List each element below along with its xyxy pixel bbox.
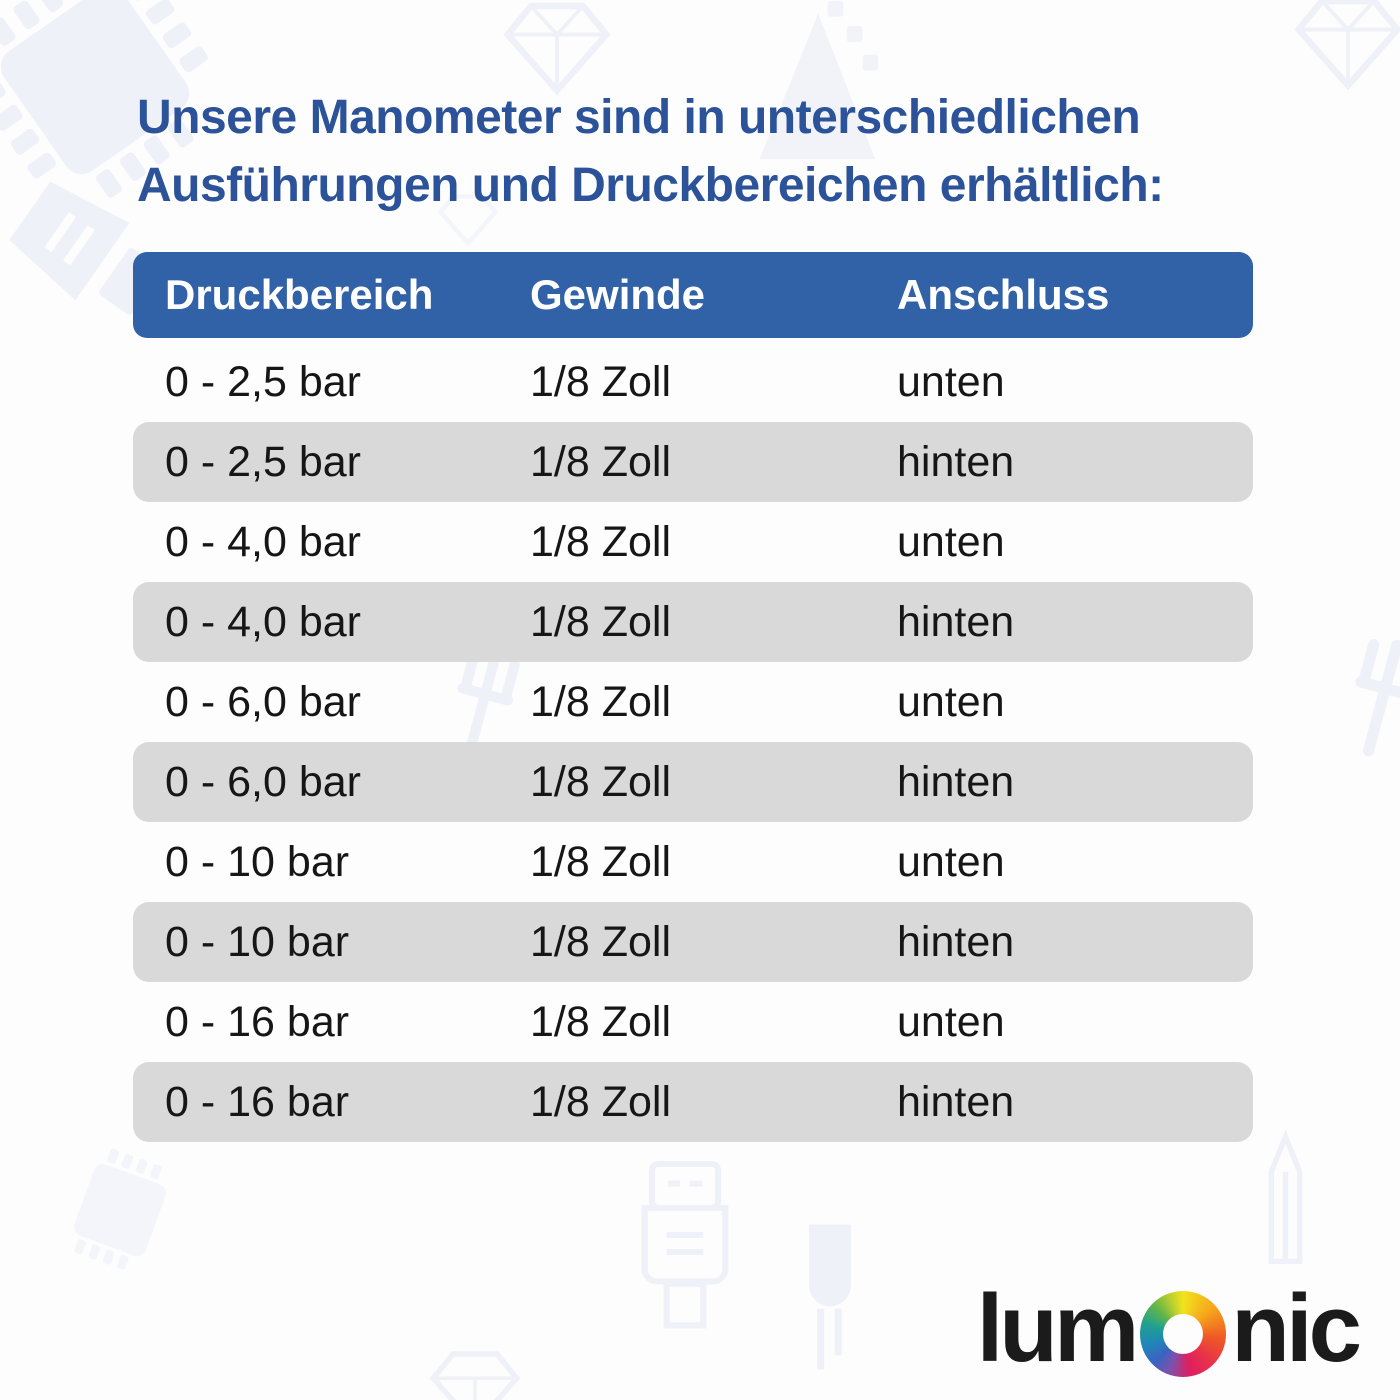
table-cell: 1/8 Zoll <box>530 997 672 1046</box>
table-cell: 1/8 Zoll <box>530 357 672 406</box>
table-cell: 1/8 Zoll <box>530 597 672 646</box>
table-row: 0 - 4,0 bar 1/8 Zoll hinten <box>133 582 1253 662</box>
table-row: 0 - 10 bar 1/8 Zoll unten <box>133 822 1253 902</box>
logo-rainbow-o-icon <box>1140 1291 1227 1377</box>
table-row: 0 - 16 bar 1/8 Zoll unten <box>133 982 1253 1062</box>
table-cell: 0 - 4,0 bar <box>165 517 361 566</box>
wrench-icon <box>1299 614 1400 785</box>
table-cell: hinten <box>897 1077 1015 1126</box>
table-cell: 1/8 Zoll <box>530 917 672 966</box>
table-row: 0 - 2,5 bar 1/8 Zoll hinten <box>133 422 1253 502</box>
page-title-line1: Unsere Manometer sind in unterschiedlich… <box>137 91 1141 144</box>
spec-table: Druckbereich Gewinde Anschluss 0 - 2,5 b… <box>133 252 1253 1142</box>
table-cell: 0 - 16 bar <box>165 997 350 1046</box>
table-cell: 1/8 Zoll <box>530 437 672 486</box>
table-cell: unten <box>897 517 1005 566</box>
table-cell: unten <box>897 677 1005 726</box>
table-cell: 0 - 10 bar <box>165 837 350 886</box>
chip-icon <box>37 1127 204 1294</box>
table-cell: 0 - 4,0 bar <box>165 597 361 646</box>
table-row: 0 - 2,5 bar 1/8 Zoll unten <box>133 342 1253 422</box>
gem-icon <box>1283 0 1400 105</box>
table-cell: 0 - 2,5 bar <box>165 357 361 406</box>
table-cell: 0 - 10 bar <box>165 917 350 966</box>
table-cell: 0 - 6,0 bar <box>165 757 361 806</box>
table-cell: 1/8 Zoll <box>530 1077 672 1126</box>
column-header-anschluss: Anschluss <box>897 271 1110 318</box>
table-cell: hinten <box>897 437 1015 486</box>
page-title: Unsere Manometer sind in unterschiedlich… <box>137 84 1277 220</box>
gem-icon <box>420 1332 530 1400</box>
table-row: 0 - 4,0 bar 1/8 Zoll unten <box>133 502 1253 582</box>
led-icon <box>795 1212 865 1382</box>
page-title-line2: Ausführungen und Druckbereichen erhältli… <box>137 159 1164 212</box>
logo-text-left: lum <box>976 1275 1140 1382</box>
table-cell: hinten <box>897 757 1015 806</box>
table-cell: 0 - 6,0 bar <box>165 677 361 726</box>
table-cell: unten <box>897 837 1005 886</box>
brand-logo: lum nic <box>976 1274 1362 1384</box>
table-cell: 1/8 Zoll <box>530 837 672 886</box>
logo-text-right: nic <box>1231 1275 1362 1382</box>
column-header-gewinde: Gewinde <box>530 271 706 318</box>
table-row: 0 - 10 bar 1/8 Zoll hinten <box>133 902 1253 982</box>
column-header-druckbereich: Druckbereich <box>165 271 434 318</box>
table-cell: unten <box>897 357 1005 406</box>
table-cell: hinten <box>897 917 1015 966</box>
table-cell: unten <box>897 997 1005 1046</box>
table-cell: 1/8 Zoll <box>530 517 672 566</box>
table-body: 0 - 2,5 bar 1/8 Zoll unten 0 - 2,5 bar 1/8 Z… <box>133 342 1253 1142</box>
table-header-row: Druckbereich Gewinde Anschluss <box>133 252 1253 338</box>
table-row: 0 - 6,0 bar 1/8 Zoll hinten <box>133 742 1253 822</box>
table-cell: 0 - 16 bar <box>165 1077 350 1126</box>
hdmi-plug-icon <box>630 1152 740 1352</box>
table-cell: hinten <box>897 597 1015 646</box>
table-cell: 1/8 Zoll <box>530 757 672 806</box>
table-row: 0 - 16 bar 1/8 Zoll hinten <box>133 1062 1253 1142</box>
table-cell: 0 - 2,5 bar <box>165 437 361 486</box>
table-cell: 1/8 Zoll <box>530 677 672 726</box>
table-row: 0 - 6,0 bar 1/8 Zoll unten <box>133 662 1253 742</box>
